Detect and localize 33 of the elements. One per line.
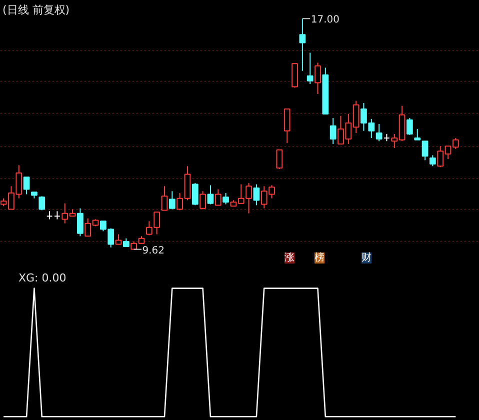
candlestick [330, 118, 336, 144]
candlestick [314, 62, 321, 94]
candlestick [54, 210, 60, 220]
candlestick [23, 176, 30, 195]
chart-title: (日线 前复权) [2, 4, 70, 16]
candlestick [214, 188, 222, 206]
candlestick [430, 154, 436, 167]
annotation: 17.00 [310, 14, 340, 26]
candlestick [406, 118, 413, 136]
candlestick [414, 128, 421, 140]
candlestick [306, 52, 314, 84]
candlestick [376, 123, 382, 142]
chart-title: XG: 0.00 [18, 272, 66, 284]
candlestick [207, 184, 214, 205]
candlestick [253, 184, 260, 206]
annotation: 财 [362, 252, 372, 264]
candlestick [422, 140, 428, 161]
candlestick [200, 190, 206, 210]
candlestick [115, 234, 122, 245]
candlestick [168, 190, 176, 210]
candlestick [292, 63, 298, 88]
candlestick [38, 196, 46, 211]
annotation: 涨 [284, 252, 294, 264]
candlestick [299, 18, 306, 72]
annotation: 榜 [314, 252, 324, 264]
candlestick [77, 208, 84, 237]
candlestick [276, 149, 283, 170]
candlestick [222, 192, 229, 205]
candlestick [284, 108, 290, 144]
candlestick [161, 186, 168, 211]
annotation: 9.62 [142, 245, 165, 256]
candlestick [192, 182, 198, 206]
candlestick [46, 210, 53, 220]
